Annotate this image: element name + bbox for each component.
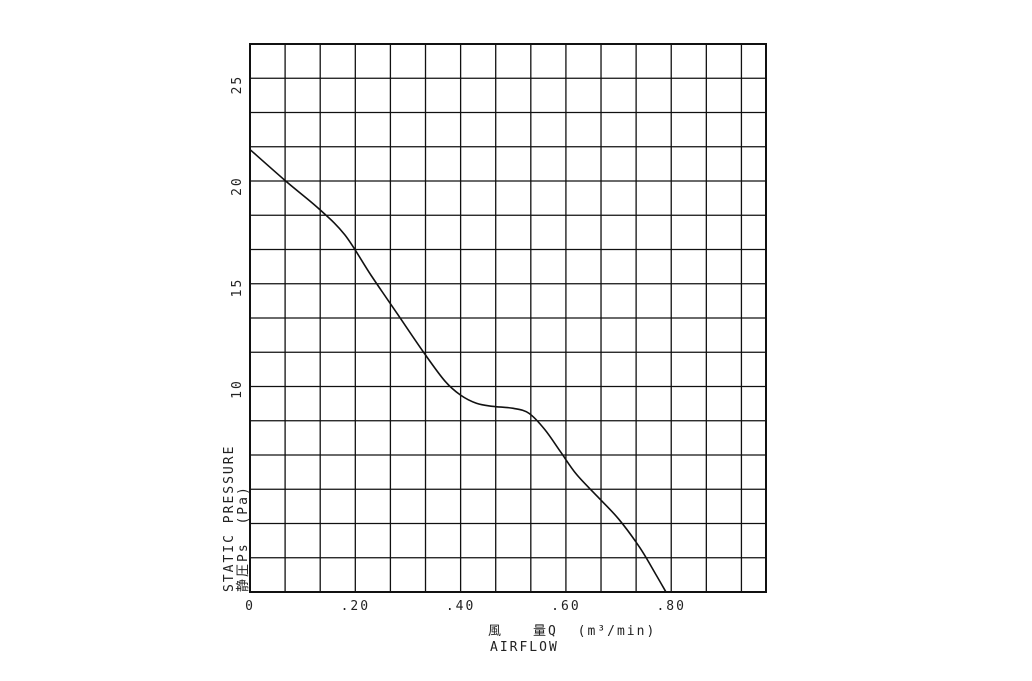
grid-lines [250, 44, 766, 592]
x-axis-title-jp: 風 量Q (m³/min) [488, 624, 656, 639]
y-tick-label: 15 [230, 278, 245, 298]
x-tick-label: .60 [551, 599, 580, 614]
y-axis-title-en: STATIC PRESSURE [222, 445, 237, 592]
x-tick-label: 0 [245, 599, 255, 614]
y-axis-title-jp-text: 静圧Ps [236, 542, 251, 592]
x-axis-title-en: AIRFLOW [490, 640, 559, 655]
x-tick-label: .80 [656, 599, 685, 614]
y-tick-labels: 10 15 20 25 [230, 75, 245, 399]
y-tick-label: 25 [230, 75, 245, 95]
x-tick-label: .40 [446, 599, 475, 614]
y-axis-unit: (Pa) [236, 485, 251, 524]
plot-frame [249, 43, 767, 593]
x-axis-unit: (m³/min) [578, 624, 657, 639]
x-tick-label: .20 [341, 599, 370, 614]
series-line [249, 148, 667, 593]
y-tick-label: 20 [230, 176, 245, 196]
y-axis-title: STATIC PRESSURE 静圧Ps (Pa) [222, 445, 251, 592]
x-tick-labels: 0 .20 .40 .60 .80 [245, 599, 685, 614]
x-axis-title-jp-text: 風 量Q [488, 624, 558, 639]
y-tick-label: 10 [230, 379, 245, 399]
y-axis-title-jp: 静圧Ps (Pa) [236, 485, 251, 592]
